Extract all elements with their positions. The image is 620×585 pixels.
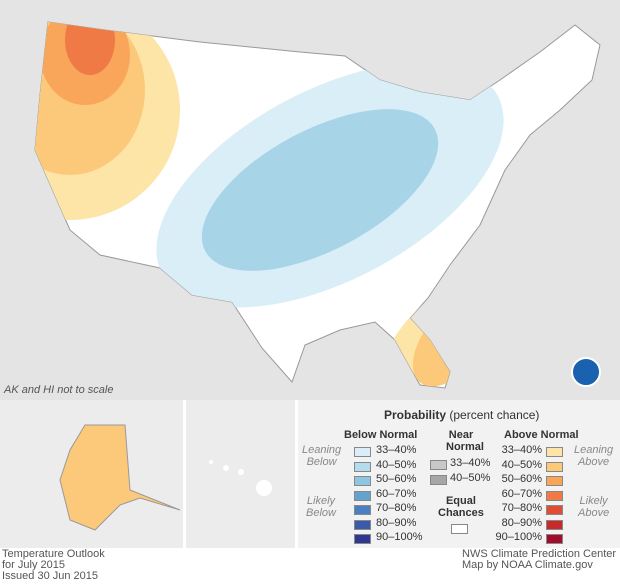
below-swatch-4	[354, 505, 371, 515]
equal-chances-label: Equal Chances	[438, 495, 484, 519]
below-40-region	[201, 109, 439, 271]
below-label-5: 80–90%	[376, 516, 417, 529]
above-label-4: 70–80%	[501, 502, 542, 514]
above-label-3: 60–70%	[501, 487, 542, 500]
below-header: Below Normal	[344, 429, 418, 441]
above-swatch-1	[546, 461, 563, 472]
leaning-below-label: Leaning Below	[302, 444, 342, 468]
below-swatch-1	[354, 461, 371, 472]
alaska-inset	[0, 400, 183, 548]
above-label-5: 80–90%	[501, 516, 542, 529]
below-label-2: 50–60%	[376, 473, 417, 485]
legend-title: Probability	[384, 408, 447, 422]
above-label-2: 50–60%	[501, 473, 542, 485]
above-label-1: 40–50%	[501, 458, 542, 471]
leaning-above-label: Leaning Above	[574, 444, 614, 468]
conus-map	[0, 0, 620, 400]
below-label-3: 60–70%	[376, 487, 417, 500]
below-label-4: 70–80%	[376, 502, 417, 514]
likely-below-label: Likely Below	[306, 495, 336, 519]
legend-subtitle: (percent chance)	[449, 408, 540, 422]
below-swatch-0	[354, 447, 371, 457]
likely-above-label: Likely Above	[578, 495, 610, 519]
above-swatch-3	[546, 490, 563, 501]
above-swatch-0	[546, 447, 563, 457]
near-swatch-1	[430, 474, 447, 485]
below-label-1: 40–50%	[376, 458, 417, 471]
below-swatch-2	[354, 476, 371, 486]
near-header: Near Normal	[446, 429, 484, 453]
above-60-nw-region	[65, 22, 115, 75]
above-swatch-6	[546, 534, 563, 544]
below-swatch-6	[354, 534, 371, 544]
near-label-0: 33–40%	[450, 457, 491, 469]
above-label-6: 90–100%	[495, 531, 543, 543]
below-swatch-5	[354, 519, 371, 530]
below-label-6: 90–100%	[376, 531, 423, 543]
above-swatch-5	[546, 519, 563, 530]
footer-left: Temperature Outlook for July 2015 Issued 3…	[2, 548, 105, 582]
equal-chances-swatch	[451, 524, 468, 534]
above-label-0: 33–40%	[501, 444, 542, 456]
legend: Probability (percent chance) Below Norma…	[298, 400, 620, 548]
near-swatch-0	[430, 460, 447, 470]
above-swatch-2	[546, 476, 563, 486]
below-label-0: 33–40%	[376, 444, 417, 456]
noaa-logo	[571, 357, 601, 387]
near-label-1: 40–50%	[450, 471, 491, 484]
footer-right: NWS Climate Prediction Center Map by NOAA…	[462, 548, 617, 571]
below-swatch-3	[354, 490, 371, 501]
above-swatch-4	[546, 505, 563, 515]
hawaii-inset	[186, 400, 295, 548]
above-header: Above Normal	[504, 429, 579, 441]
scale-note: AK and HI not to scale	[4, 384, 114, 396]
